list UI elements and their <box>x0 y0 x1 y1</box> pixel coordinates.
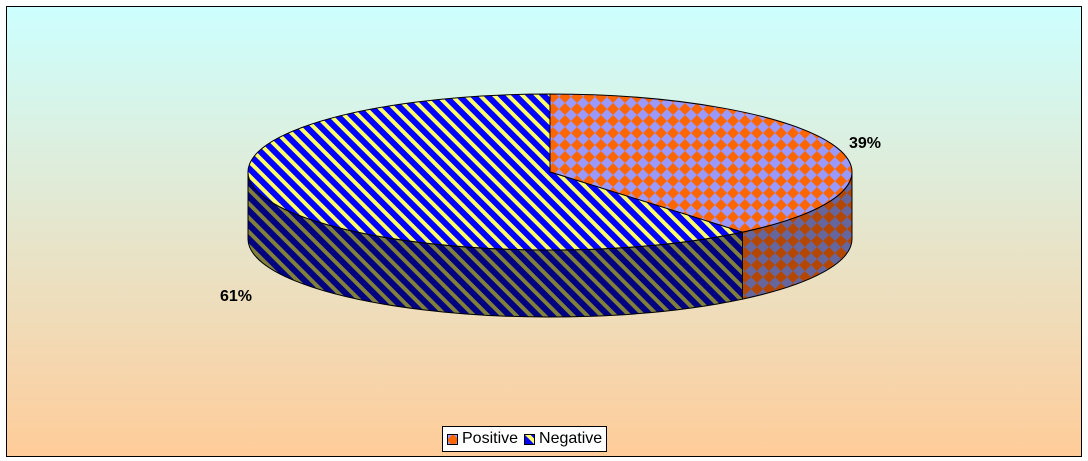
legend-item-negative: Negative <box>524 430 602 448</box>
legend-item-positive: Positive <box>447 430 518 448</box>
chart-area: 39% 61% Positive Negative <box>6 6 1082 457</box>
data-label-positive: 39% <box>849 135 881 152</box>
legend-label-positive: Positive <box>462 430 519 447</box>
slice-positive <box>549 93 853 233</box>
legend-swatch-positive <box>447 433 458 445</box>
slice-negative <box>247 93 745 251</box>
legend-swatch-negative <box>524 433 536 445</box>
legend-label-negative: Negative <box>539 430 603 447</box>
pie-chart: 39% 61% <box>7 7 1081 456</box>
legend: Positive Negative <box>442 426 608 452</box>
data-label-negative: 61% <box>220 288 252 305</box>
